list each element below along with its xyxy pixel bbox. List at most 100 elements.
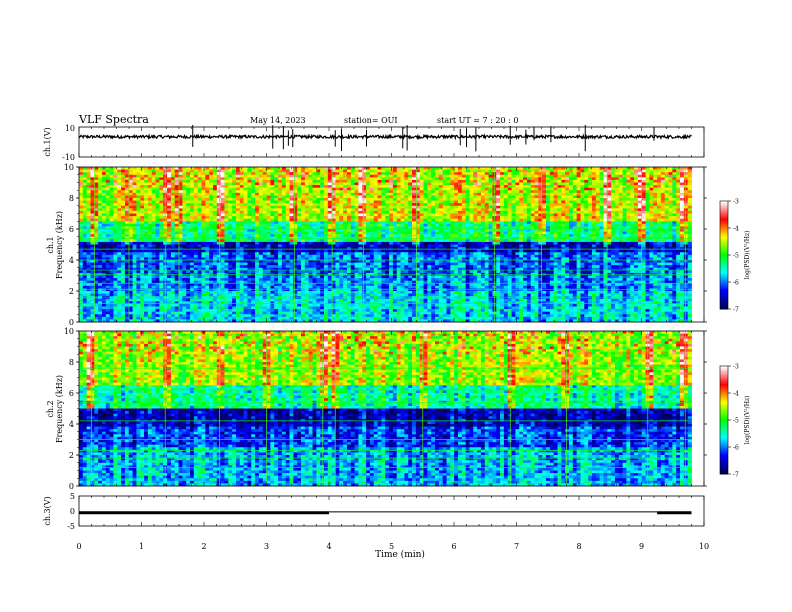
spectrogram-cell — [320, 224, 324, 227]
spectrogram-cell — [110, 208, 114, 211]
spectrogram-cell — [301, 216, 305, 219]
spectrogram-cell — [286, 317, 290, 320]
spectrogram-cell — [228, 276, 232, 279]
spectrogram-cell — [385, 304, 389, 307]
spectrogram-cell — [370, 175, 374, 178]
spectrogram-cell — [148, 175, 152, 178]
spectrogram-cell — [144, 242, 148, 245]
spectrogram-cell — [358, 167, 362, 170]
spectrogram-cell — [228, 198, 232, 201]
spectrogram-cell — [335, 203, 339, 206]
spectrogram-cell — [236, 206, 240, 209]
spectrogram-cell — [90, 211, 94, 214]
spectrogram-cell — [351, 301, 355, 304]
spectrogram-cell — [159, 198, 163, 201]
spectrogram-cell — [324, 172, 328, 175]
spectrogram-cell — [228, 304, 232, 307]
spectrogram-cell — [224, 286, 228, 289]
spectrogram-cell — [335, 309, 339, 312]
spectrogram-cell — [240, 201, 244, 204]
spectrogram-cell — [381, 180, 385, 183]
spectrogram-cell — [213, 239, 217, 242]
spectrogram-cell — [221, 175, 225, 178]
spectrogram-cell — [282, 304, 286, 307]
spectrogram-cell — [255, 172, 259, 175]
spectrogram-cell — [171, 201, 175, 204]
spectrogram-cell — [244, 247, 248, 250]
spectrogram-cell — [278, 301, 282, 304]
spectrogram-cell — [217, 221, 221, 224]
spectrogram-cell — [393, 247, 397, 250]
spectrogram-cell — [117, 211, 121, 214]
spectrogram-cell — [121, 239, 125, 242]
spectrogram-cell — [190, 278, 194, 281]
spectrogram-cell — [385, 167, 389, 170]
spectrogram-cell — [255, 283, 259, 286]
spectrogram-cell — [343, 219, 347, 222]
spectrogram-cell — [209, 232, 213, 235]
spectrogram-cell — [194, 245, 198, 248]
spectrogram-cell — [152, 216, 156, 219]
spectrogram-cell — [98, 221, 102, 224]
spectrogram-cell — [313, 208, 317, 211]
spectrogram-cell — [182, 201, 186, 204]
spectrogram-cell — [198, 221, 202, 224]
spectrogram-cell — [198, 211, 202, 214]
spectrogram-cell — [83, 283, 87, 286]
spectrogram-cell — [244, 270, 248, 273]
spectrogram-cell — [125, 195, 129, 198]
spectrogram-cell — [274, 286, 278, 289]
spectrogram-cell — [358, 201, 362, 204]
spectrogram-cell — [270, 177, 274, 180]
spectrogram-cell — [282, 296, 286, 299]
spectrogram-cell — [133, 188, 137, 191]
spectrogram-cell — [87, 247, 91, 250]
spectrogram-cell — [366, 245, 370, 248]
spectrogram-cell — [301, 221, 305, 224]
spectrogram-cell — [355, 288, 359, 291]
spectrogram-cell — [79, 167, 83, 170]
spectrogram-cell — [313, 312, 317, 315]
spectrogram-cell — [305, 283, 309, 286]
spectrogram-cell — [144, 252, 148, 255]
spectrogram-cell — [194, 167, 198, 170]
spectrogram-cell — [355, 301, 359, 304]
spectrogram-cell — [190, 242, 194, 245]
spectrogram-cell — [320, 219, 324, 222]
spectrogram-cell — [278, 283, 282, 286]
spectrogram-cell — [167, 252, 171, 255]
spectrogram-cell — [324, 180, 328, 183]
spectrogram-cell — [167, 195, 171, 198]
spectrogram-cell — [224, 296, 228, 299]
spectrogram-cell — [213, 250, 217, 253]
spectrogram-cell — [251, 185, 255, 188]
spectrogram-cell — [247, 195, 251, 198]
spectrogram-cell — [121, 172, 125, 175]
spectrogram-cell — [389, 172, 393, 175]
spectrogram-cell — [156, 180, 160, 183]
spectrogram-cell — [251, 255, 255, 258]
spectrogram-cell — [136, 195, 140, 198]
spectrogram-cell — [263, 286, 267, 289]
spectrogram-cell — [244, 229, 248, 232]
spectrogram-cell — [290, 296, 294, 299]
spectrogram-cell — [324, 219, 328, 222]
spectrogram-cell — [209, 276, 213, 279]
spectrogram-cell — [83, 172, 87, 175]
spectrogram-cell — [267, 216, 271, 219]
spectrogram-cell — [297, 307, 301, 310]
spectrogram-cell — [320, 291, 324, 294]
spectrogram-cell — [83, 317, 87, 320]
spectrogram-cell — [270, 260, 274, 263]
spectrogram-cell — [282, 188, 286, 191]
spectrogram-cell — [156, 276, 160, 279]
spectrogram-cell — [259, 309, 263, 312]
spectrogram-cell — [374, 288, 378, 291]
spectrogram-cell — [117, 288, 121, 291]
spectrogram-cell — [90, 304, 94, 307]
spectrogram-cell — [182, 211, 186, 214]
spectrogram-cell — [125, 234, 129, 237]
spectrogram-cell — [267, 183, 271, 186]
spectrogram-cell — [236, 190, 240, 193]
spectrogram-cell — [221, 296, 225, 299]
